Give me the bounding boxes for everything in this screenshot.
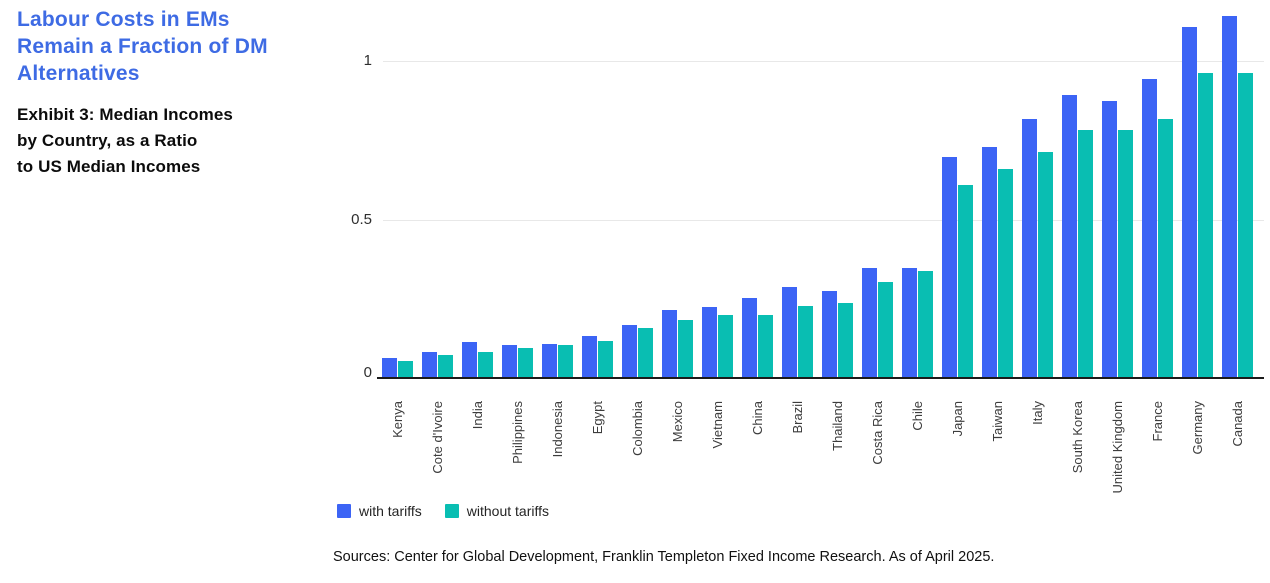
gridline-0.5 xyxy=(383,220,1264,221)
with-tariffs-swatch-icon xyxy=(337,504,351,518)
bar-with-tariffs-united-kingdom xyxy=(1102,101,1117,377)
bar-with-tariffs-thailand xyxy=(822,291,837,377)
bar-with-tariffs-egypt xyxy=(582,336,597,377)
bar-with-tariffs-colombia xyxy=(622,325,637,377)
x-axis-label-egypt: Egypt xyxy=(590,401,605,435)
x-axis-label-chile: Chile xyxy=(910,401,925,431)
bar-with-tariffs-vietnam xyxy=(702,307,717,377)
bar-without-tariffs-mexico xyxy=(678,320,693,377)
legend-item-with-tariffs: with tariffs xyxy=(337,503,422,519)
bar-without-tariffs-vietnam xyxy=(718,315,733,377)
x-axis-label-philippines: Philippines xyxy=(510,401,525,464)
bar-without-tariffs-united-kingdom xyxy=(1118,130,1133,377)
bar-without-tariffs-canada xyxy=(1238,73,1253,377)
bar-with-tariffs-philippines xyxy=(502,345,517,377)
bar-without-tariffs-china xyxy=(758,315,773,377)
x-axis-label-thailand: Thailand xyxy=(830,401,845,451)
x-axis-label-colombia: Colombia xyxy=(630,401,645,456)
x-axis-label-italy: Italy xyxy=(1030,401,1045,425)
x-axis-label-china: China xyxy=(750,401,765,435)
x-axis-label-vietnam: Vietnam xyxy=(710,401,725,449)
bar-with-tariffs-italy xyxy=(1022,119,1037,377)
x-axis-label-indonesia: Indonesia xyxy=(550,401,565,458)
x-axis-label-cote-d-ivoire: Cote d'Ivoire xyxy=(430,401,445,474)
x-axis-label-costa-rica: Costa Rica xyxy=(870,401,885,465)
y-tick-label: 0 xyxy=(363,364,372,381)
bar-with-tariffs-mexico xyxy=(662,310,677,377)
bar-with-tariffs-germany xyxy=(1182,27,1197,377)
bar-without-tariffs-cote-d-ivoire xyxy=(438,355,453,377)
bar-without-tariffs-egypt xyxy=(598,341,613,377)
gridline-1 xyxy=(383,61,1264,62)
source-note: Sources: Center for Global Development, … xyxy=(333,549,995,565)
bar-without-tariffs-germany xyxy=(1198,73,1213,377)
legend-item-without-tariffs: without tariffs xyxy=(444,503,549,519)
x-axis-label-france: France xyxy=(1150,401,1165,442)
bar-with-tariffs-france xyxy=(1142,79,1157,377)
x-axis-label-mexico: Mexico xyxy=(670,401,685,443)
x-axis-label-canada: Canada xyxy=(1230,401,1245,447)
bar-with-tariffs-japan xyxy=(942,157,957,377)
bar-without-tariffs-taiwan xyxy=(998,169,1013,377)
bar-without-tariffs-india xyxy=(478,352,493,377)
bar-with-tariffs-taiwan xyxy=(982,147,997,377)
bar-with-tariffs-indonesia xyxy=(542,344,557,377)
exhibit-subtitle: Exhibit 3: Median Incomes by Country, as… xyxy=(17,105,233,176)
x-axis-label-united-kingdom: United Kingdom xyxy=(1110,401,1125,494)
x-axis-label-germany: Germany xyxy=(1190,401,1205,455)
bar-without-tariffs-chile xyxy=(918,271,933,377)
legend-label: with tariffs xyxy=(359,503,422,519)
x-axis-label-taiwan: Taiwan xyxy=(990,401,1005,442)
bar-without-tariffs-brazil xyxy=(798,306,813,377)
bar-without-tariffs-japan xyxy=(958,185,973,377)
bar-with-tariffs-costa-rica xyxy=(862,268,877,377)
chart-legend: with tariffs without tariffs xyxy=(337,503,549,519)
bar-without-tariffs-kenya xyxy=(398,361,413,377)
y-tick-label: 1 xyxy=(363,52,372,69)
bar-with-tariffs-brazil xyxy=(782,287,797,377)
y-tick-label: 0.5 xyxy=(351,211,372,228)
bar-without-tariffs-philippines xyxy=(518,348,533,377)
x-axis-line xyxy=(377,377,1264,379)
x-axis-label-japan: Japan xyxy=(950,401,965,437)
x-axis-label-india: India xyxy=(470,401,485,430)
without-tariffs-swatch-icon xyxy=(444,504,459,518)
bar-without-tariffs-indonesia xyxy=(558,345,573,377)
left-text-panel: Labour Costs in EMs Remain a Fraction of… xyxy=(17,6,337,180)
bar-without-tariffs-south-korea xyxy=(1078,130,1093,377)
bar-with-tariffs-india xyxy=(462,342,477,377)
bar-with-tariffs-chile xyxy=(902,268,917,377)
bar-without-tariffs-thailand xyxy=(838,303,853,377)
bar-with-tariffs-cote-d-ivoire xyxy=(422,352,437,377)
bar-with-tariffs-china xyxy=(742,298,757,377)
bar-without-tariffs-france xyxy=(1158,119,1173,377)
bar-without-tariffs-italy xyxy=(1038,152,1053,377)
page-title: Labour Costs in EMs Remain a Fraction of… xyxy=(17,8,268,85)
bar-with-tariffs-south-korea xyxy=(1062,95,1077,377)
bar-with-tariffs-kenya xyxy=(382,358,397,377)
bar-without-tariffs-costa-rica xyxy=(878,282,893,377)
bar-without-tariffs-colombia xyxy=(638,328,653,377)
x-axis-label-kenya: Kenya xyxy=(390,401,405,438)
bar-with-tariffs-canada xyxy=(1222,16,1237,377)
x-axis-label-south-korea: South Korea xyxy=(1070,401,1085,474)
legend-label: without tariffs xyxy=(466,503,549,519)
x-axis-label-brazil: Brazil xyxy=(790,401,805,434)
